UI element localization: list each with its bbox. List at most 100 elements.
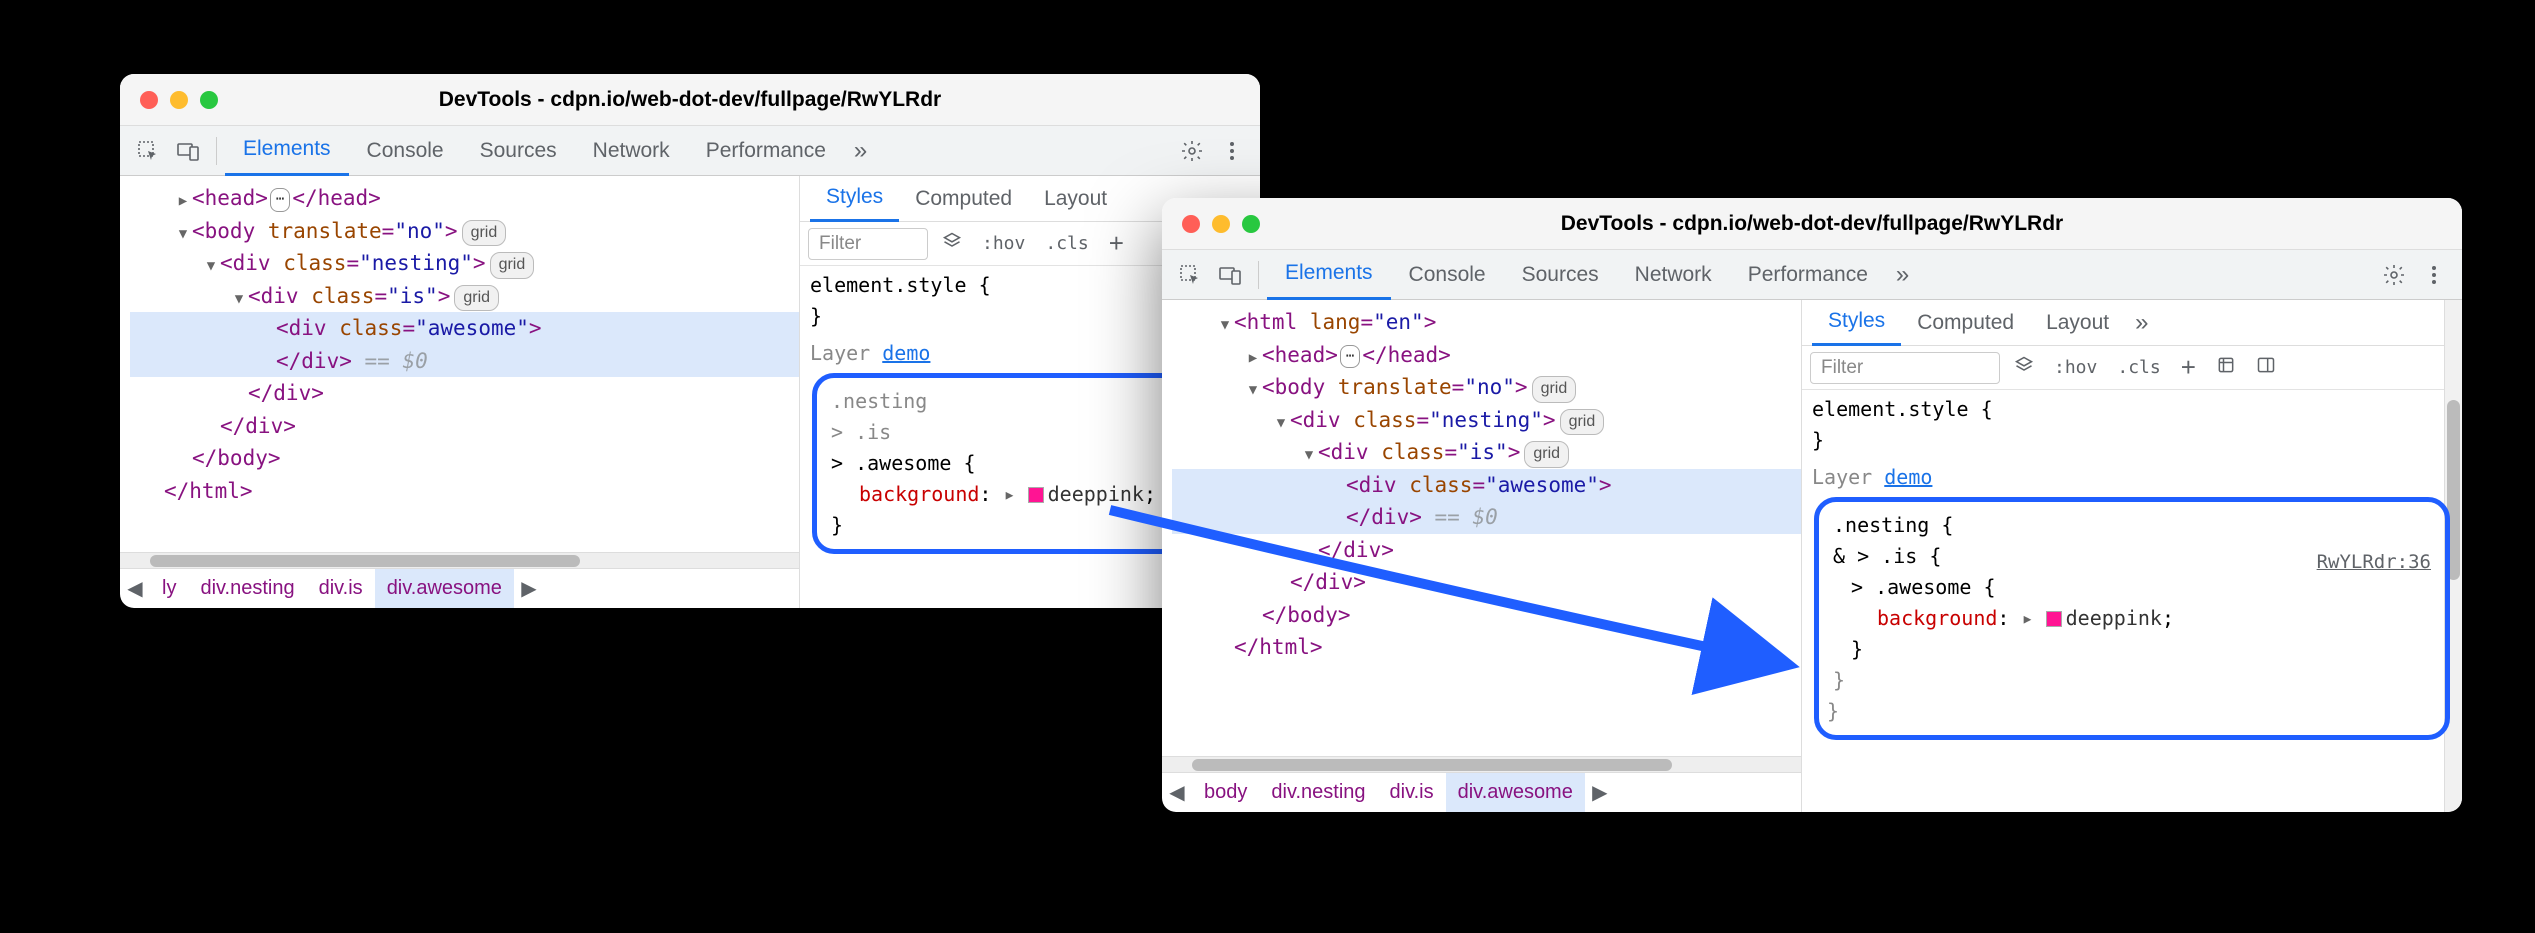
tab-sources[interactable]: Sources [462, 126, 575, 176]
scrollbar-horizontal[interactable] [120, 552, 799, 568]
dom-tree[interactable]: ▼<html lang="en">▶<head>⋯</head>▼<body t… [1162, 300, 1801, 756]
dom-row[interactable]: </body> [130, 442, 799, 475]
tab-elements[interactable]: Elements [225, 126, 349, 176]
more-tabs-icon[interactable]: » [1886, 261, 1919, 289]
dom-row[interactable]: </html> [130, 475, 799, 508]
hov-toggle[interactable]: :hov [976, 233, 1031, 254]
dom-row[interactable]: ▶<head>⋯</head> [1172, 339, 1801, 372]
layers-icon[interactable] [936, 231, 968, 256]
cls-toggle[interactable]: .cls [1039, 233, 1094, 254]
toolbar: ElementsConsoleSourcesNetworkPerformance… [1162, 250, 2462, 300]
breadcrumb-item[interactable]: div.nesting [188, 569, 306, 608]
maximize-icon[interactable] [1242, 215, 1260, 233]
styles-tab-styles[interactable]: Styles [1812, 300, 1901, 346]
dom-row[interactable]: <div class="awesome"> [130, 312, 799, 345]
dom-row[interactable]: ▼<html lang="en"> [1172, 306, 1801, 339]
filter-input[interactable]: Filter [808, 228, 928, 260]
minimize-icon[interactable] [1212, 215, 1230, 233]
css-property[interactable]: background [1877, 606, 1997, 630]
scrollbar-horizontal[interactable] [1162, 756, 1801, 772]
layers-icon[interactable] [2008, 355, 2040, 380]
dom-row[interactable]: </div> == $0 [1172, 501, 1801, 534]
new-rule-icon[interactable]: + [1103, 228, 1130, 259]
hov-toggle[interactable]: :hov [2048, 357, 2103, 378]
layer-link[interactable]: demo [1884, 465, 1932, 489]
kebab-icon[interactable] [1212, 139, 1252, 163]
close-icon[interactable] [1182, 215, 1200, 233]
breadcrumb-item[interactable]: body [1192, 773, 1259, 812]
breadcrumb-item[interactable]: div.is [307, 569, 375, 608]
dom-row[interactable]: ▼<div class="nesting">grid [1172, 404, 1801, 437]
tab-sources[interactable]: Sources [1504, 250, 1617, 300]
close-icon[interactable] [140, 91, 158, 109]
breadcrumb-prev-icon[interactable]: ◀ [1162, 780, 1192, 805]
dom-row[interactable]: <div class="awesome"> [1172, 469, 1801, 502]
dom-row[interactable]: ▶<head>⋯</head> [130, 182, 799, 215]
dom-row[interactable]: </div> [130, 377, 799, 410]
breadcrumb-item[interactable]: div.awesome [1446, 773, 1585, 812]
color-swatch-icon[interactable] [1028, 487, 1044, 503]
inspect-icon[interactable] [1170, 263, 1210, 287]
source-link[interactable]: RwYLRdr:36 [2317, 548, 2431, 577]
tab-console[interactable]: Console [1391, 250, 1504, 300]
tab-console[interactable]: Console [349, 126, 462, 176]
css-value[interactable]: deeppink [2066, 606, 2162, 630]
more-tabs-icon[interactable]: » [844, 137, 877, 165]
breadcrumb-item[interactable]: ly [150, 569, 188, 608]
dom-row[interactable]: ▼<div class="is">grid [130, 280, 799, 313]
css-value[interactable]: deeppink [1048, 482, 1144, 506]
styles-tab-styles[interactable]: Styles [810, 176, 899, 222]
gear-icon[interactable] [1172, 139, 1212, 163]
panel-tabs: ElementsConsoleSourcesNetworkPerformance [225, 126, 844, 176]
breadcrumb-item[interactable]: div.is [1378, 773, 1446, 812]
dom-row[interactable]: </div> == $0 [130, 345, 799, 378]
device-toggle-icon[interactable] [1210, 263, 1250, 287]
filter-row: Filter :hov .cls + [1802, 346, 2462, 390]
filter-input[interactable]: Filter [1810, 352, 2000, 384]
dom-row[interactable]: </div> [1172, 566, 1801, 599]
traffic-lights [1162, 215, 1260, 233]
tab-performance[interactable]: Performance [1730, 250, 1886, 300]
styles-body[interactable]: element.style { } Layer demo RwYLRdr:36 … [1802, 390, 2462, 812]
toggle-sidebar-icon[interactable] [2250, 355, 2282, 380]
css-property[interactable]: background [859, 482, 979, 506]
dom-row[interactable]: </div> [130, 410, 799, 443]
dom-tree[interactable]: ▶<head>⋯</head>▼<body translate="no">gri… [120, 176, 799, 552]
tab-performance[interactable]: Performance [688, 126, 844, 176]
gear-icon[interactable] [2374, 263, 2414, 287]
tab-network[interactable]: Network [1617, 250, 1730, 300]
styles-tab-computed[interactable]: Computed [1901, 300, 2030, 346]
breadcrumb: ◀bodydiv.nestingdiv.isdiv.awesome▶ [1162, 772, 1801, 812]
dom-row[interactable]: </body> [1172, 599, 1801, 632]
maximize-icon[interactable] [200, 91, 218, 109]
cls-toggle[interactable]: .cls [2111, 357, 2166, 378]
breadcrumb-item[interactable]: div.nesting [1259, 773, 1377, 812]
more-tabs-icon[interactable]: » [2125, 309, 2158, 337]
styles-tab-layout[interactable]: Layout [2030, 300, 2125, 346]
minimize-icon[interactable] [170, 91, 188, 109]
breadcrumb-prev-icon[interactable]: ◀ [120, 576, 150, 601]
computed-styles-icon[interactable] [2210, 355, 2242, 380]
tab-elements[interactable]: Elements [1267, 250, 1391, 300]
kebab-icon[interactable] [2414, 263, 2454, 287]
color-swatch-icon[interactable] [2046, 611, 2062, 627]
dom-row[interactable]: </html> [1172, 631, 1801, 664]
breadcrumb-item[interactable]: div.awesome [375, 569, 514, 608]
styles-tab-computed[interactable]: Computed [899, 176, 1028, 222]
breadcrumb-next-icon[interactable]: ▶ [514, 576, 544, 601]
styles-tabs: StylesComputedLayout» [1802, 300, 2462, 346]
window-title: DevTools - cdpn.io/web-dot-dev/fullpage/… [120, 88, 1260, 112]
tab-network[interactable]: Network [575, 126, 688, 176]
new-rule-icon[interactable]: + [2175, 352, 2202, 383]
breadcrumb: ◀lydiv.nestingdiv.isdiv.awesome▶ [120, 568, 799, 608]
styles-tab-layout[interactable]: Layout [1028, 176, 1123, 222]
dom-row[interactable]: </div> [1172, 534, 1801, 567]
device-toggle-icon[interactable] [168, 139, 208, 163]
dom-row[interactable]: ▼<div class="is">grid [1172, 436, 1801, 469]
dom-row[interactable]: ▼<div class="nesting">grid [130, 247, 799, 280]
inspect-icon[interactable] [128, 139, 168, 163]
dom-row[interactable]: ▼<body translate="no">grid [1172, 371, 1801, 404]
breadcrumb-next-icon[interactable]: ▶ [1585, 780, 1615, 805]
dom-row[interactable]: ▼<body translate="no">grid [130, 215, 799, 248]
layer-link[interactable]: demo [882, 341, 930, 365]
